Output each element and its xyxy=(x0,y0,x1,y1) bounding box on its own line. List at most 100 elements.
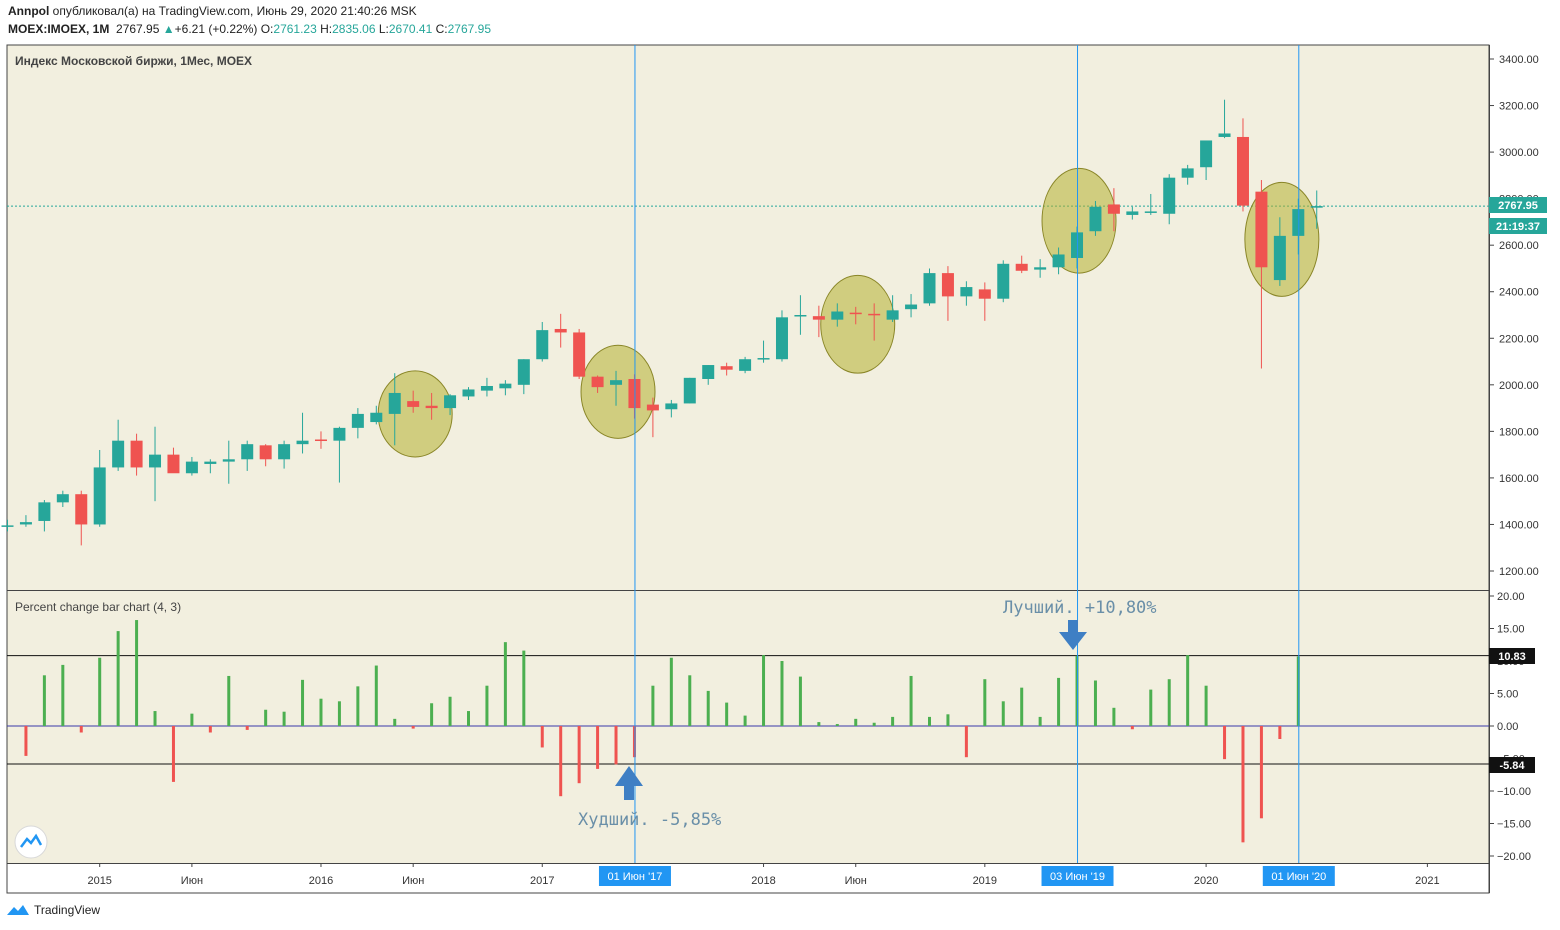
candle[interactable] xyxy=(1218,99,1231,139)
candle[interactable] xyxy=(1163,174,1176,225)
percent-bar[interactable] xyxy=(337,701,341,726)
percent-bar[interactable] xyxy=(835,724,839,726)
percent-bar[interactable] xyxy=(577,726,581,784)
candle[interactable] xyxy=(167,447,180,474)
percent-bar[interactable] xyxy=(854,718,858,726)
percent-bar[interactable] xyxy=(393,718,397,726)
candle[interactable] xyxy=(665,399,678,418)
highlight-ellipse[interactable] xyxy=(1041,167,1117,274)
percent-bar[interactable] xyxy=(319,698,323,726)
candle[interactable] xyxy=(1255,180,1268,369)
percent-bar[interactable] xyxy=(1167,679,1171,726)
percent-bar[interactable] xyxy=(1223,726,1227,760)
percent-bar[interactable] xyxy=(356,686,360,726)
candle[interactable] xyxy=(923,268,936,306)
percent-bar[interactable] xyxy=(411,726,415,729)
percent-bar[interactable] xyxy=(42,675,46,726)
candle[interactable] xyxy=(1089,200,1102,236)
percent-bar[interactable] xyxy=(227,675,231,726)
candle[interactable] xyxy=(38,500,51,532)
percent-bar[interactable] xyxy=(909,675,913,726)
highlight-ellipse[interactable] xyxy=(377,370,453,458)
percent-bar[interactable] xyxy=(24,726,28,756)
percent-bar[interactable] xyxy=(872,722,876,726)
candle[interactable] xyxy=(259,444,272,467)
tradingview-logo-icon[interactable] xyxy=(14,825,48,859)
percent-bar[interactable] xyxy=(301,679,305,726)
percent-bar[interactable] xyxy=(1204,685,1208,726)
candle[interactable] xyxy=(278,440,291,469)
candle[interactable] xyxy=(868,303,881,341)
candle[interactable] xyxy=(370,405,383,425)
percent-bar[interactable] xyxy=(1112,707,1116,726)
candle[interactable] xyxy=(775,310,788,362)
candle[interactable] xyxy=(1126,206,1139,220)
candle[interactable] xyxy=(185,456,198,476)
candle[interactable] xyxy=(425,392,438,420)
percent-bar[interactable] xyxy=(540,726,544,748)
candle[interactable] xyxy=(130,433,143,476)
candle[interactable] xyxy=(314,431,327,449)
candle[interactable] xyxy=(1236,118,1249,212)
percent-bar[interactable] xyxy=(467,711,470,726)
percent-bar[interactable] xyxy=(448,696,452,726)
candle[interactable] xyxy=(462,387,475,400)
candle[interactable] xyxy=(1273,217,1286,286)
percent-bar[interactable] xyxy=(725,702,729,726)
candle[interactable] xyxy=(536,321,549,362)
candle[interactable] xyxy=(480,377,493,397)
percent-bar[interactable] xyxy=(964,726,968,758)
highlight-ellipse[interactable] xyxy=(820,274,896,374)
percent-bar[interactable] xyxy=(1278,726,1282,739)
author-name[interactable]: Annpol xyxy=(8,4,50,18)
percent-bar[interactable] xyxy=(245,726,249,730)
percent-bar[interactable] xyxy=(1186,655,1190,726)
percent-bar[interactable] xyxy=(190,713,194,726)
percent-bar[interactable] xyxy=(282,711,286,726)
candle[interactable] xyxy=(75,490,88,546)
percent-bar[interactable] xyxy=(983,679,987,726)
candle[interactable] xyxy=(19,515,32,527)
candle[interactable] xyxy=(149,426,162,502)
percent-bar[interactable] xyxy=(61,664,65,726)
candle[interactable] xyxy=(388,373,401,446)
candle[interactable] xyxy=(499,380,512,396)
percent-bar[interactable] xyxy=(1259,726,1263,819)
candle[interactable] xyxy=(1,519,14,532)
percent-bar[interactable] xyxy=(153,711,157,726)
candle[interactable] xyxy=(444,394,457,416)
candle[interactable] xyxy=(757,340,770,363)
percent-bar[interactable] xyxy=(171,726,175,782)
candle[interactable] xyxy=(794,295,807,335)
candle[interactable] xyxy=(351,408,364,439)
percent-bar[interactable] xyxy=(430,703,434,726)
percent-bar[interactable] xyxy=(762,655,766,726)
percent-bar[interactable] xyxy=(116,631,120,726)
candle[interactable] xyxy=(849,306,862,325)
percent-bar[interactable] xyxy=(503,642,507,726)
percent-bar[interactable] xyxy=(208,726,212,733)
percent-bar[interactable] xyxy=(798,676,802,726)
candle[interactable] xyxy=(573,328,586,379)
candle[interactable] xyxy=(960,281,973,306)
candle[interactable] xyxy=(1015,255,1028,274)
candle[interactable] xyxy=(646,397,659,438)
percent-bar[interactable] xyxy=(1001,701,1005,726)
candle[interactable] xyxy=(978,282,991,321)
candle[interactable] xyxy=(56,490,69,507)
candle[interactable] xyxy=(1310,190,1323,229)
candle[interactable] xyxy=(407,390,420,413)
percent-bar[interactable] xyxy=(688,675,692,726)
candle[interactable] xyxy=(222,440,235,484)
percent-bar[interactable] xyxy=(485,685,489,726)
percent-bar[interactable] xyxy=(614,726,618,765)
candle[interactable] xyxy=(1200,140,1213,181)
percent-bar[interactable] xyxy=(374,665,378,726)
percent-bar[interactable] xyxy=(817,722,821,726)
candle[interactable] xyxy=(1181,164,1194,185)
candle[interactable] xyxy=(517,359,530,395)
candle[interactable] xyxy=(554,313,567,348)
percent-bar[interactable] xyxy=(780,661,784,726)
percent-bar[interactable] xyxy=(651,685,655,726)
